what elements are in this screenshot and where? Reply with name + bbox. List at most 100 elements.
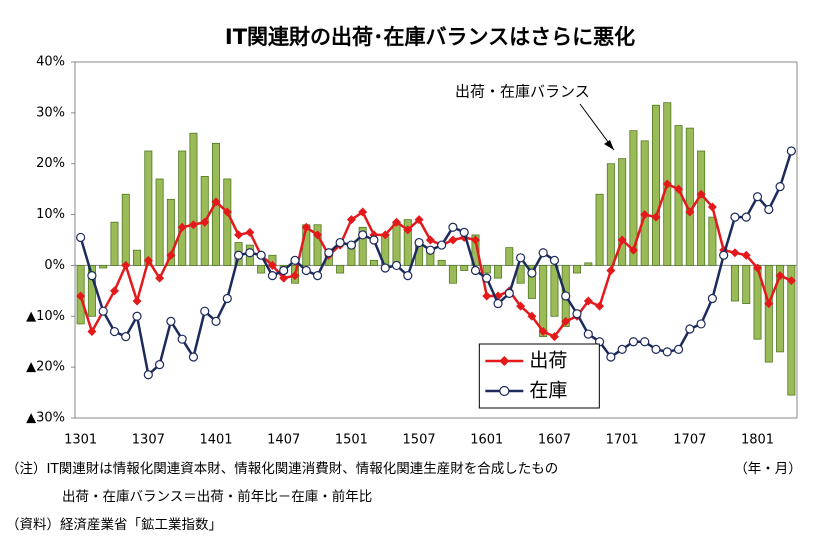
marker <box>741 212 751 222</box>
marker <box>516 301 526 311</box>
bar <box>155 178 164 266</box>
marker <box>380 230 390 240</box>
marker <box>267 271 278 281</box>
marker <box>707 293 717 304</box>
marker <box>561 291 571 301</box>
bar <box>178 150 187 266</box>
marker <box>313 230 323 240</box>
marker <box>549 255 560 265</box>
bar <box>358 226 367 266</box>
marker <box>98 306 108 316</box>
marker <box>561 316 571 326</box>
marker <box>290 271 300 281</box>
marker <box>673 344 684 354</box>
marker <box>730 248 740 258</box>
x-tick-label: 1407 <box>267 433 300 448</box>
line <box>79 150 793 378</box>
marker <box>87 327 97 337</box>
note: （資料）経済産業省「鉱工業指数」 <box>6 517 222 533</box>
bar <box>223 178 232 266</box>
marker <box>640 337 650 347</box>
bar <box>403 219 412 266</box>
note: （注）IT関連財は情報化関連資本財、情報化関連消費財、情報化関連生産財を合成した… <box>6 461 558 477</box>
bar <box>166 198 175 266</box>
bar <box>708 216 717 266</box>
marker <box>132 311 142 321</box>
bar-annotation: 出荷・在庫バランス <box>455 83 590 101</box>
bar <box>629 130 638 266</box>
annotation-arrowhead <box>604 140 614 150</box>
legend-label: 出荷 <box>529 350 567 372</box>
marker <box>425 245 435 255</box>
marker <box>87 271 97 281</box>
marker <box>233 250 244 260</box>
marker <box>177 222 187 232</box>
note: 出荷・在庫バランス＝出荷・前年比－在庫・前年比 <box>62 488 372 505</box>
marker <box>470 235 480 245</box>
marker <box>166 250 176 260</box>
marker <box>538 327 548 337</box>
bar <box>764 265 773 363</box>
marker <box>109 326 120 337</box>
bar <box>448 265 457 284</box>
marker <box>628 337 639 347</box>
marker <box>256 250 266 260</box>
marker <box>775 271 785 281</box>
bar <box>369 259 378 266</box>
bar <box>640 140 649 266</box>
marker <box>132 296 142 306</box>
marker <box>177 334 187 344</box>
marker <box>606 266 616 276</box>
marker <box>662 179 672 189</box>
x-tick-label: 1601 <box>470 433 503 448</box>
marker <box>504 288 514 298</box>
marker <box>549 332 559 342</box>
marker <box>786 146 796 156</box>
marker <box>640 210 650 220</box>
marker <box>538 248 548 258</box>
x-tick-label: 1307 <box>132 433 165 448</box>
marker <box>222 207 232 217</box>
bar <box>776 265 785 353</box>
marker <box>234 230 244 240</box>
marker <box>380 263 390 273</box>
x-tick-label: 1507 <box>403 433 436 448</box>
marker <box>437 240 447 250</box>
marker <box>674 184 684 194</box>
marker <box>583 329 593 339</box>
marker <box>448 235 458 245</box>
x-tick-label: 1707 <box>673 433 706 448</box>
marker <box>617 235 627 245</box>
marker <box>403 271 413 281</box>
marker <box>403 225 413 235</box>
y-tick-label: 10% <box>36 207 65 222</box>
y-tick-label: 40% <box>36 55 65 70</box>
legend-box <box>478 343 600 409</box>
marker <box>335 237 345 248</box>
marker <box>595 301 605 311</box>
y-tick-label: 0% <box>44 258 65 273</box>
marker <box>651 344 661 354</box>
bar <box>584 262 593 266</box>
marker <box>696 319 706 329</box>
marker <box>121 260 131 270</box>
bar <box>460 265 469 271</box>
marker <box>425 235 435 245</box>
marker <box>753 263 763 273</box>
marker <box>312 271 323 281</box>
marker <box>414 237 424 248</box>
x-tick-label: 1301 <box>64 433 97 448</box>
marker <box>482 291 492 301</box>
bar <box>313 224 322 266</box>
marker <box>279 273 289 283</box>
marker <box>245 248 255 258</box>
marker <box>696 189 706 199</box>
marker <box>369 235 379 245</box>
marker <box>572 309 582 319</box>
marker <box>527 311 537 321</box>
bar <box>595 193 604 266</box>
marker <box>76 291 86 301</box>
marker <box>121 332 131 342</box>
marker <box>76 232 86 243</box>
